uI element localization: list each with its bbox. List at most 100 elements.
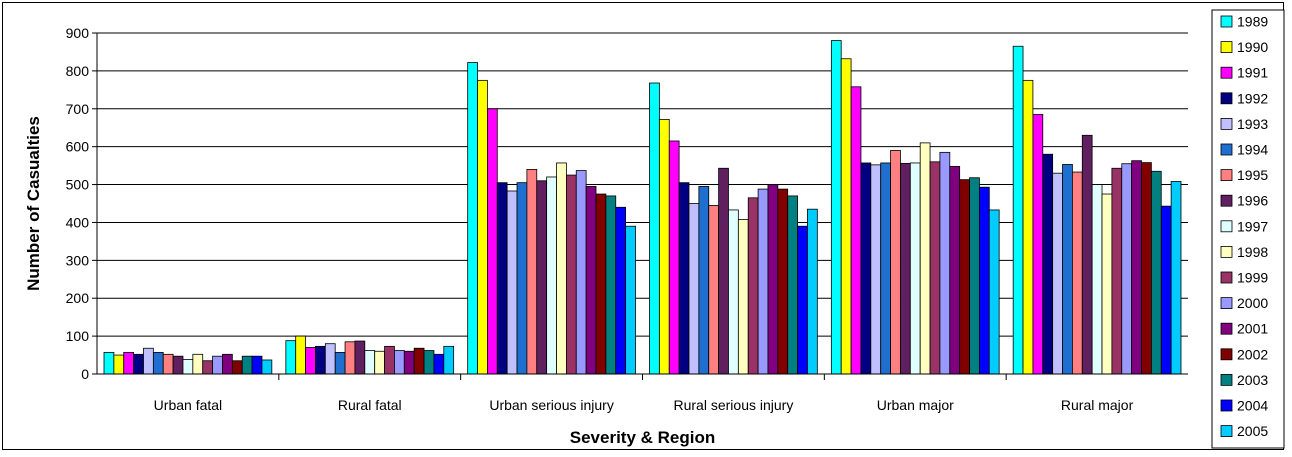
bar-1996-4 xyxy=(900,162,911,375)
bar-1991-1 xyxy=(305,347,316,375)
bar-2004-2 xyxy=(615,206,627,375)
bar-1992-5 xyxy=(1042,153,1054,375)
bar-1989-3 xyxy=(649,82,660,375)
bar-1995-2 xyxy=(526,168,538,375)
legend-swatch xyxy=(1220,220,1233,233)
bar-1995-5 xyxy=(1072,171,1083,375)
legend-swatch xyxy=(1220,143,1233,156)
legend-label: 2001 xyxy=(1237,321,1268,337)
bar-1996-1 xyxy=(354,340,366,375)
bar-1996-2 xyxy=(536,180,548,375)
legend-swatch xyxy=(1220,194,1233,207)
legend-label: 1990 xyxy=(1237,39,1268,55)
legend-label: 1991 xyxy=(1237,65,1268,81)
bar-2000-2 xyxy=(575,170,587,375)
bar-2000-4 xyxy=(939,151,951,375)
bar-2005-4 xyxy=(988,209,1000,375)
bar-1997-5 xyxy=(1091,184,1103,375)
y-tick-label: 500 xyxy=(66,177,90,193)
legend-label: 1994 xyxy=(1237,142,1268,158)
legend-label: 1992 xyxy=(1237,90,1268,106)
bar-1995-4 xyxy=(890,150,901,375)
bar-1997-2 xyxy=(546,176,557,375)
bar-1995-1 xyxy=(344,341,356,375)
bar-1999-1 xyxy=(384,345,395,375)
bar-1993-4 xyxy=(870,164,882,375)
bar-2003-2 xyxy=(605,195,617,375)
bar-1991-2 xyxy=(487,108,498,375)
bar-2004-3 xyxy=(797,225,808,375)
bar-1998-5 xyxy=(1101,193,1113,375)
legend-swatch xyxy=(1220,322,1233,335)
bar-1993-5 xyxy=(1052,172,1063,375)
legend-swatch xyxy=(1220,373,1233,386)
legend-label: 2000 xyxy=(1237,295,1268,311)
bar-2005-2 xyxy=(625,225,636,375)
y-tick-label: 600 xyxy=(66,139,90,155)
bar-2001-5 xyxy=(1131,160,1142,375)
bar-2001-3 xyxy=(767,184,779,375)
bar-1999-3 xyxy=(747,197,759,375)
bar-1991-5 xyxy=(1032,114,1044,375)
bar-2001-2 xyxy=(585,186,597,375)
bar-1992-4 xyxy=(860,162,872,375)
bar-2002-2 xyxy=(595,193,607,375)
bar-2003-4 xyxy=(969,177,980,375)
legend-label: 2002 xyxy=(1237,346,1268,362)
x-tick-label: Urban major xyxy=(877,397,954,413)
bar-2001-1 xyxy=(403,350,415,375)
bar-2005-5 xyxy=(1170,181,1182,375)
legend: 1989 1990 1991 1992 1993 1994 1995 1996 1997 1998… xyxy=(1211,9,1285,449)
bar-1989-5 xyxy=(1012,45,1024,375)
bar-2003-3 xyxy=(787,195,798,375)
y-tick-label: 100 xyxy=(66,328,90,344)
bar-2001-0 xyxy=(222,353,233,375)
bar-1999-5 xyxy=(1111,167,1123,375)
bar-1998-4 xyxy=(919,142,931,375)
legend-label: 1989 xyxy=(1237,14,1268,30)
bar-1989-4 xyxy=(830,40,842,375)
bar-1990-4 xyxy=(840,58,852,375)
y-tick-label: 200 xyxy=(66,290,90,306)
y-tick-label: 700 xyxy=(66,101,90,117)
bar-1994-3 xyxy=(698,186,710,375)
legend-label: 1998 xyxy=(1237,244,1268,260)
bar-2003-5 xyxy=(1150,170,1162,375)
x-tick-label: Rural major xyxy=(1061,397,1134,413)
x-axis-title: Severity & Region xyxy=(570,428,716,447)
y-tick-label: 400 xyxy=(66,214,90,230)
bar-1991-3 xyxy=(668,140,680,375)
bar-1997-0 xyxy=(182,359,194,375)
x-tick-label: Urban serious injury xyxy=(489,397,614,413)
legend-swatch xyxy=(1220,66,1233,79)
bar-1994-1 xyxy=(334,351,346,375)
legend-swatch xyxy=(1220,399,1233,412)
bar-2005-1 xyxy=(443,345,455,375)
bar-2004-1 xyxy=(433,353,445,375)
legend-label: 2003 xyxy=(1237,372,1268,388)
bar-2004-0 xyxy=(251,355,263,375)
bar-1992-3 xyxy=(678,182,690,375)
legend-swatch xyxy=(1220,245,1233,258)
y-tick-label: 0 xyxy=(81,366,89,382)
bar-1990-1 xyxy=(295,335,306,375)
y-axis-title: Number of Casualties xyxy=(24,116,43,291)
legend-swatch xyxy=(1220,297,1233,310)
bar-1990-0 xyxy=(113,354,125,375)
legend-swatch xyxy=(1220,41,1233,53)
bars xyxy=(103,40,1182,375)
bar-1997-3 xyxy=(728,209,739,375)
bar-1998-0 xyxy=(192,353,204,375)
bar-1994-5 xyxy=(1062,164,1073,375)
bar-2005-3 xyxy=(807,208,818,375)
bar-1993-3 xyxy=(688,203,700,375)
bar-2002-4 xyxy=(959,179,970,375)
bar-1994-2 xyxy=(516,182,528,375)
bar-1994-0 xyxy=(152,351,164,375)
legend-label: 1997 xyxy=(1237,218,1268,234)
bar-1998-1 xyxy=(374,350,385,375)
bar-1991-0 xyxy=(123,351,135,375)
bar-1993-1 xyxy=(324,343,336,375)
bar-1996-5 xyxy=(1081,134,1093,375)
